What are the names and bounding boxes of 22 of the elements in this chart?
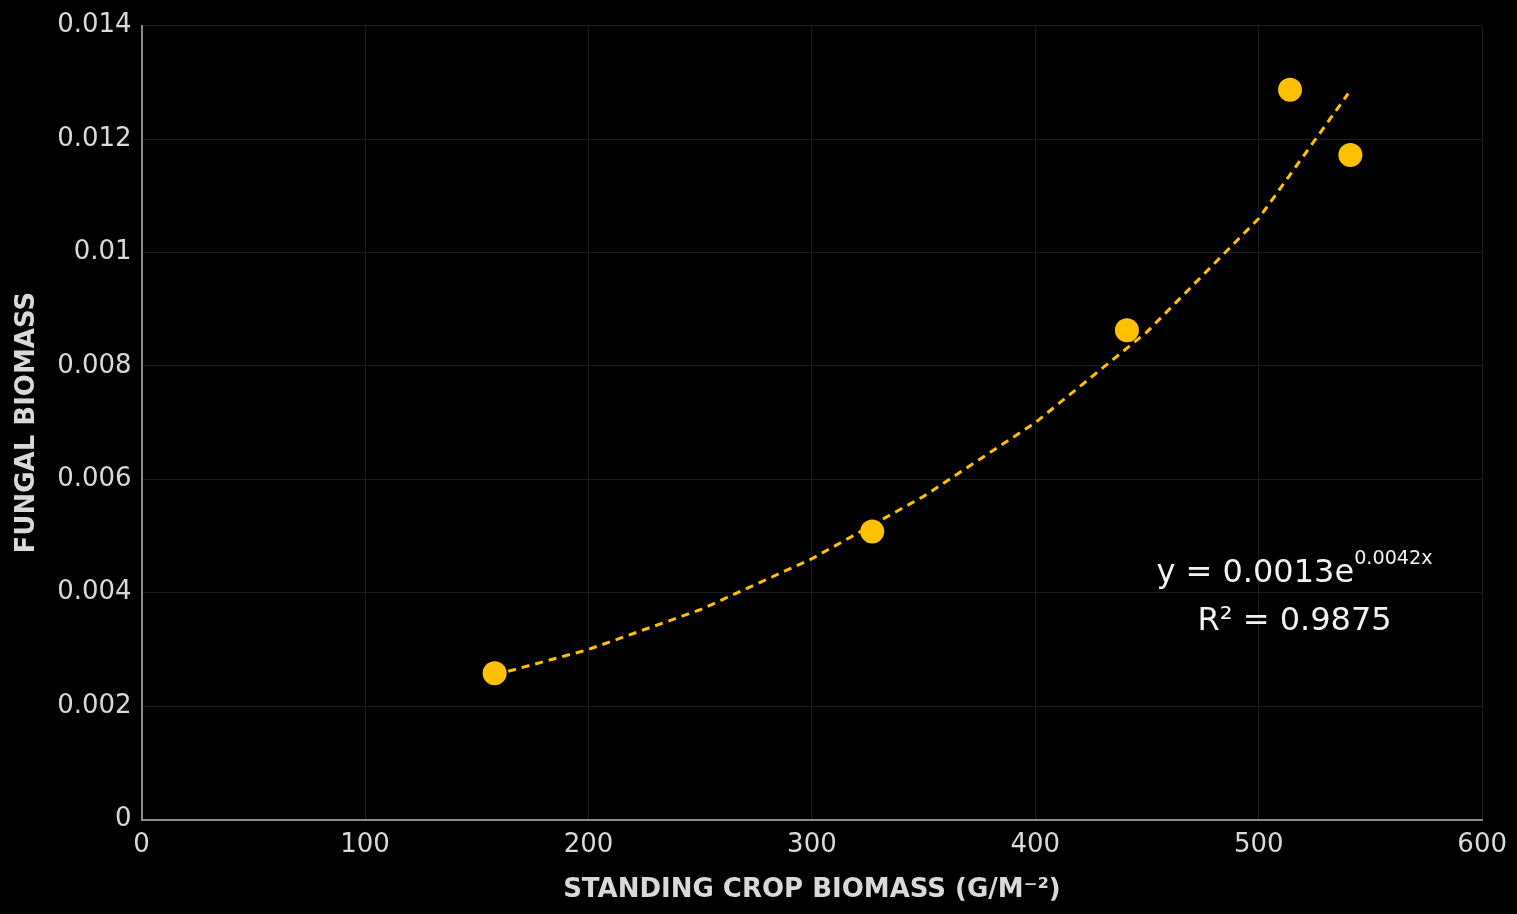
y-tick-label: 0.004	[57, 575, 132, 606]
point	[1338, 142, 1363, 167]
annotation: R² = 0.9875	[1197, 599, 1392, 638]
point	[482, 661, 507, 686]
y-tick-label: 0.01	[73, 235, 132, 266]
x-tick-label: 500	[1233, 827, 1284, 858]
point	[1114, 318, 1139, 343]
point	[860, 519, 885, 544]
x-tick-label: 400	[1010, 827, 1061, 858]
y-tick-label: 0	[115, 802, 132, 833]
x-tick-label: 200	[563, 827, 614, 858]
x-tick-label: 600	[1457, 827, 1508, 858]
x-tick-label: 100	[340, 827, 390, 858]
y-tick-label: 0.006	[57, 462, 132, 493]
y-axis-title: FUNGAL BIOMASS	[10, 291, 41, 554]
y-tick-label: 0.014	[57, 8, 132, 39]
point	[1278, 77, 1303, 102]
y-tick-label: 0.012	[57, 121, 132, 152]
x-axis-title: STANDING CROP BIOMASS (G/M⁻²)	[563, 873, 1061, 904]
y-tick-label: 0.002	[57, 688, 132, 719]
y-tick-label: 0.008	[57, 348, 132, 379]
x-tick-label: 300	[787, 827, 837, 858]
